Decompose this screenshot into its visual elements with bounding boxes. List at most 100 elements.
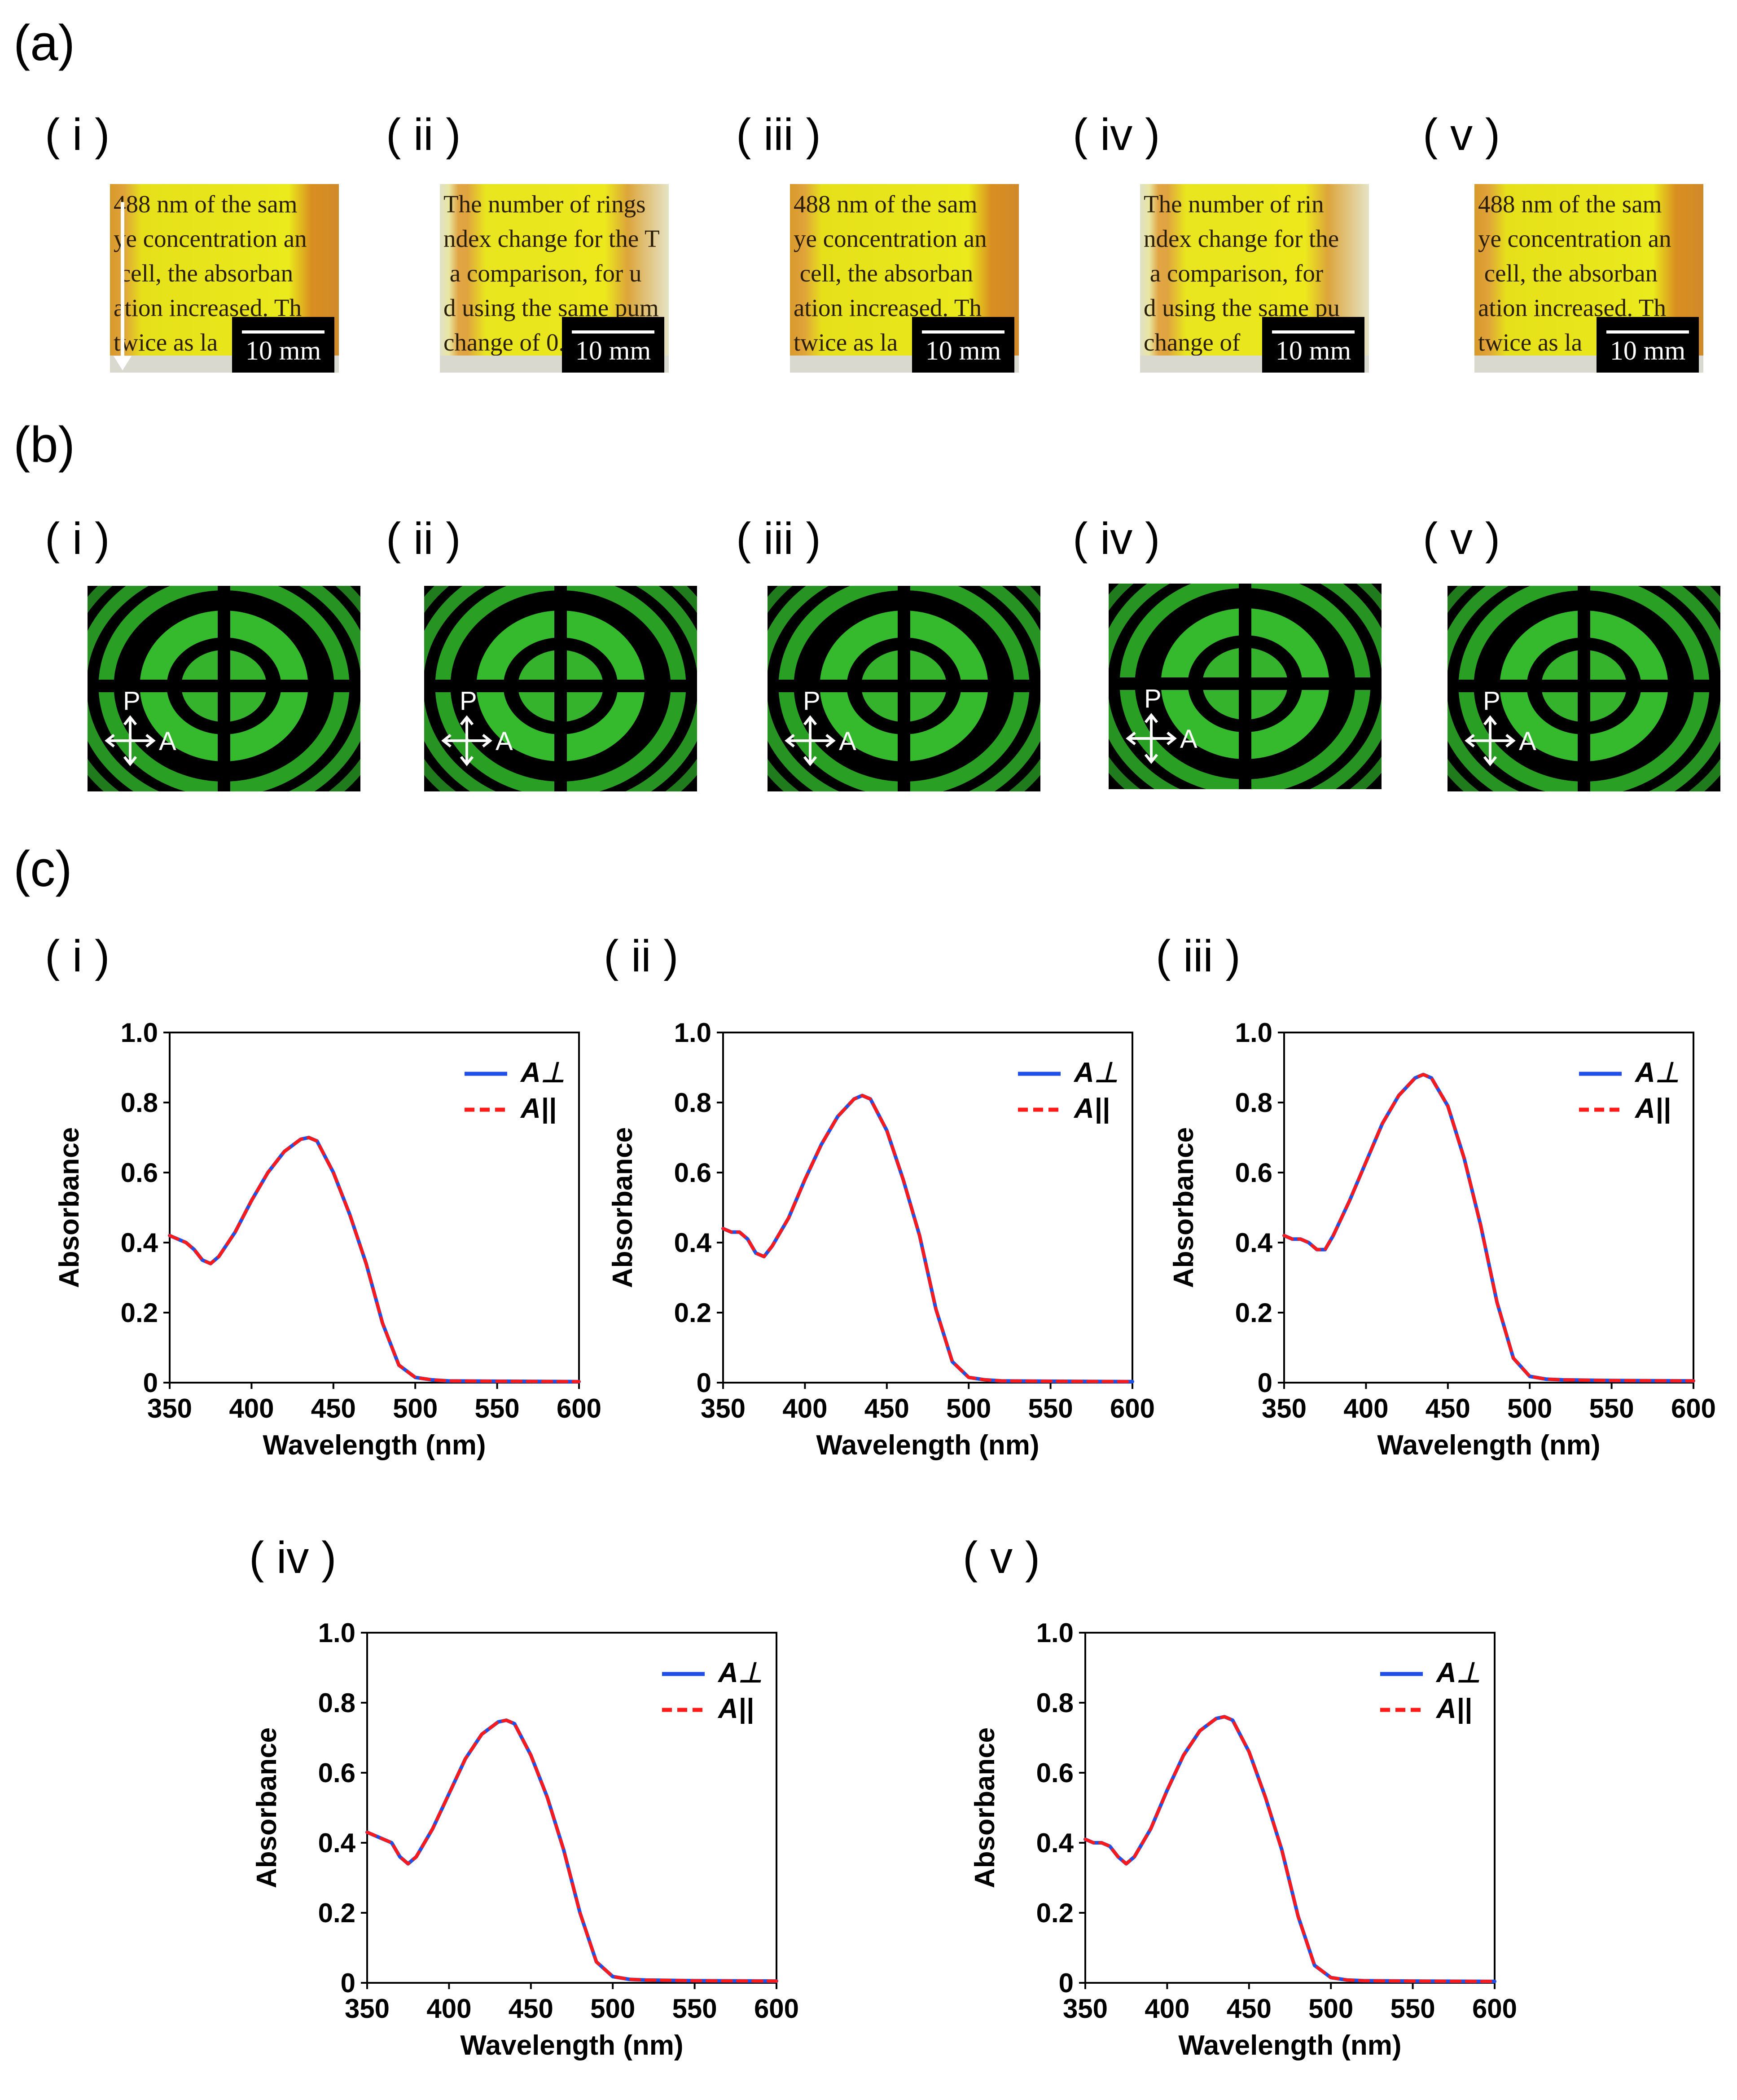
x-tick-label: 550 [475, 1393, 520, 1423]
x-tick-label: 400 [1343, 1393, 1388, 1423]
y-tick-label: 0.6 [1235, 1158, 1272, 1188]
x-tick-label: 400 [782, 1393, 827, 1423]
analyzer-label: A [839, 727, 856, 756]
absorbance-plot-v: 0 0.2 0.4 0.6 0.8 1.0 350 400 450 500 550 600 Wavele… [916, 1606, 1517, 2100]
x-tick-label: 350 [345, 1994, 390, 2024]
polarizer-label: P [1483, 686, 1500, 716]
photo-text-line: ation increased. Th [794, 294, 982, 321]
x-tick-label: 550 [1028, 1393, 1073, 1423]
y-tick-label: 0.6 [318, 1758, 355, 1788]
legend-label: A|| [1435, 1693, 1472, 1724]
x-tick-label: 450 [1426, 1393, 1470, 1423]
b-sublabel-v: ( v ) [1423, 514, 1500, 564]
x-tick-label: 600 [754, 1994, 799, 2024]
scale-bar: 10 mm [912, 317, 1014, 373]
y-tick-label: 0.8 [1235, 1088, 1272, 1118]
polarizer-label: P [123, 686, 140, 716]
a-sublabel-i: ( i ) [45, 110, 110, 160]
photo-text-line: 488 nm of the sam [1478, 190, 1662, 218]
photo-text-line: change of [1144, 329, 1241, 356]
x-tick-label: 450 [311, 1393, 356, 1423]
isogyre-horizontal [88, 680, 360, 692]
scale-bar-line [922, 330, 1004, 334]
x-axis-title: Wavelength (nm) [263, 1430, 486, 1461]
legend-label: A|| [520, 1093, 556, 1124]
photo-text-line: change of 0.1 [443, 329, 577, 356]
panel-label-b: (b) [13, 417, 75, 473]
a-sublabel-iii: ( iii ) [736, 110, 821, 160]
x-tick-label: 350 [701, 1393, 746, 1423]
legend-label: A⊥ [1073, 1057, 1119, 1088]
photo-text-line: cell, the absorban [1478, 259, 1658, 287]
photo-text-line: ye concentration an [1478, 225, 1671, 252]
series-line-parallel [365, 1718, 778, 1983]
conoscopic-pattern [424, 586, 697, 791]
legend-label: A⊥ [1435, 1657, 1481, 1688]
x-tick-label: 550 [672, 1994, 717, 2024]
x-tick-label: 500 [1507, 1393, 1552, 1423]
series-line-parallel [1083, 1715, 1496, 1983]
b-sublabel-iv: ( iv ) [1073, 514, 1160, 564]
x-tick-label: 450 [864, 1393, 909, 1423]
legend-label: A⊥ [1634, 1057, 1680, 1088]
y-tick-label: 0.2 [1036, 1898, 1074, 1928]
b-sublabel-i: ( i ) [45, 514, 110, 564]
x-tick-label: 400 [1145, 1994, 1189, 2024]
scale-bar: 10 mm [232, 317, 334, 373]
photo-text-line: 488 nm of the sam [114, 190, 298, 218]
isogyre-horizontal [768, 680, 1040, 692]
scale-bar-line [242, 330, 325, 334]
a-sublabel-ii: ( ii ) [386, 110, 461, 160]
plot-svg: 0 0.2 0.4 0.6 0.8 1.0 350 400 450 500 550 600 Wavele… [1168, 1018, 1716, 1461]
absorbance-plot-iv: 0 0.2 0.4 0.6 0.8 1.0 350 400 450 500 550 600 Wavele… [197, 1606, 799, 2100]
x-tick-label: 400 [426, 1994, 471, 2024]
x-tick-label: 400 [229, 1393, 274, 1423]
x-tick-label: 500 [1308, 1994, 1353, 2024]
plot-frame [1084, 1632, 1496, 1984]
scale-bar-label: 10 mm [575, 336, 651, 365]
x-tick-label: 350 [147, 1393, 192, 1423]
b-sublabel-iii: ( iii ) [736, 514, 821, 564]
x-axis-title: Wavelength (nm) [1178, 2030, 1401, 2061]
analyzer-label: A [1180, 725, 1197, 754]
plot-frame [366, 1632, 777, 1984]
photo-text-line: cell, the absorban [794, 259, 974, 287]
plot-frame [169, 1032, 580, 1384]
scale-bar-label: 10 mm [925, 336, 1001, 365]
x-tick-label: 500 [946, 1393, 991, 1423]
polarizer-analyzer-cross-icon [785, 715, 836, 766]
photo-text-line: ye concentration an [794, 225, 987, 252]
x-tick-label: 350 [1262, 1393, 1307, 1423]
x-tick-label: 600 [557, 1393, 601, 1423]
b-sublabel-ii: ( ii ) [386, 514, 461, 564]
x-tick-label: 600 [1671, 1393, 1716, 1423]
conoscopic-pattern [768, 586, 1040, 791]
panel-label-a: (a) [13, 15, 75, 71]
absorbance-plot-ii: 0 0.2 0.4 0.6 0.8 1.0 350 400 450 500 550 600 Wavele… [553, 1006, 1155, 1499]
y-tick-label: 0.2 [121, 1298, 158, 1328]
y-tick-label: 0.6 [1036, 1758, 1074, 1788]
photo-text-line: ation increased. Th [1478, 294, 1666, 321]
photo-text-line: a comparison, for u [443, 259, 642, 287]
isogyre-horizontal [1109, 677, 1382, 690]
plot-svg: 0 0.2 0.4 0.6 0.8 1.0 350 400 450 500 550 600 Wavele… [969, 1618, 1517, 2061]
polarizer-analyzer-cross-icon [1126, 713, 1177, 764]
photo-text-line: cell, the absorban [114, 259, 294, 287]
y-axis-title: Absorbance [251, 1727, 282, 1888]
x-tick-label: 550 [1589, 1393, 1634, 1423]
photo-text-line: ndex change for the T [443, 225, 660, 252]
y-tick-label: 0.8 [121, 1088, 158, 1118]
legend-label: A|| [1073, 1093, 1110, 1124]
y-tick-label: 0.2 [1235, 1298, 1272, 1328]
c-sublabel-iii: ( iii ) [1156, 931, 1241, 981]
c-sublabel-v: ( v ) [963, 1533, 1040, 1583]
series-line-parallel [1282, 1073, 1695, 1383]
polarizer-label: P [1144, 684, 1162, 713]
x-axis-title: Wavelength (nm) [460, 2030, 683, 2061]
y-tick-label: 1.0 [1036, 1618, 1074, 1648]
x-tick-label: 500 [590, 1994, 635, 2024]
